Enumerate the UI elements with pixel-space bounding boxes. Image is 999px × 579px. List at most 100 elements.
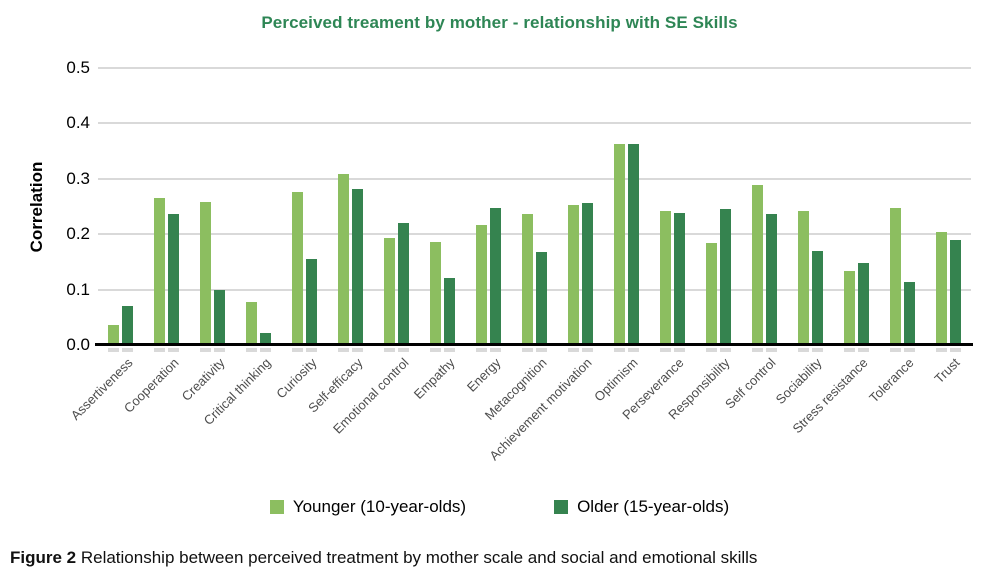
- x-axis-tick: [200, 348, 212, 352]
- x-axis-tick: [567, 348, 579, 352]
- x-axis-tick: [444, 348, 456, 352]
- bar-younger-tolerance: [889, 208, 901, 345]
- bar-older-perseverance: [673, 213, 685, 345]
- x-axis-tick: [122, 348, 134, 352]
- x-axis-tick: [214, 348, 226, 352]
- figure-caption-label: Figure 2: [10, 548, 77, 567]
- x-axis-tick: [889, 348, 901, 352]
- y-tick-label: 0.4: [66, 113, 90, 133]
- x-axis-tick: [613, 348, 625, 352]
- bar-younger-assertiveness: [108, 325, 120, 345]
- bar-older-metacognition: [536, 252, 547, 345]
- bar-older-sociability: [811, 251, 823, 345]
- x-axis-tick: [260, 348, 272, 352]
- x-axis-line: [95, 343, 973, 346]
- gridline: [98, 122, 971, 125]
- legend-label-younger: Younger (10-year-olds): [292, 497, 467, 516]
- x-axis-tick: [857, 348, 869, 352]
- x-axis-tick: [811, 348, 823, 352]
- x-axis-tick: [705, 348, 717, 352]
- bar-older-cooperation: [168, 214, 180, 345]
- x-axis-tick: [246, 348, 258, 352]
- bar-older-assertiveness: [122, 306, 134, 345]
- x-axis-tick: [522, 348, 533, 352]
- gridline: [98, 67, 971, 69]
- y-axis-title: Correlation: [27, 161, 46, 253]
- bar-younger-cooperation: [154, 198, 166, 345]
- bar-older-creativity: [214, 290, 226, 345]
- x-axis-tick: [338, 348, 350, 352]
- legend-swatch-younger-icon: [269, 500, 284, 514]
- x-axis-tick: [935, 348, 947, 352]
- figure-caption: Figure 2 Relationship between perceived …: [10, 548, 757, 568]
- y-tick-label: 0.1: [66, 279, 90, 299]
- bar-younger-curiosity: [292, 192, 304, 345]
- bar-older-curiosity: [306, 259, 318, 345]
- bar-older-emotional-control: [398, 223, 410, 345]
- x-axis-tick: [797, 348, 809, 352]
- bar-older-achievement-motivation: [581, 203, 593, 345]
- bar-older-self-control: [765, 214, 777, 345]
- bar-older-stress-resistance: [857, 263, 869, 345]
- bar-younger-energy: [476, 225, 488, 345]
- bar-younger-emotional-control: [384, 238, 396, 345]
- x-axis-tick: [765, 348, 777, 352]
- x-axis-tick: [384, 348, 396, 352]
- x-axis-tick: [903, 348, 915, 352]
- x-axis-tick: [490, 348, 502, 352]
- legend: Younger (10-year-olds) Older (15-year-ol…: [0, 497, 999, 517]
- bar-younger-self-control: [751, 185, 763, 345]
- x-axis-tick: [430, 348, 442, 352]
- bar-older-energy: [490, 208, 502, 345]
- x-axis-tick: [719, 348, 731, 352]
- bar-younger-empathy: [430, 242, 442, 345]
- x-axis-tick: [949, 348, 961, 352]
- y-tick-label: 0.3: [66, 168, 90, 188]
- x-axis-tick: [581, 348, 593, 352]
- y-tick-label: 0.5: [66, 58, 90, 77]
- bar-older-critical-thinking: [260, 333, 272, 345]
- bar-older-empathy: [444, 278, 456, 345]
- bar-older-optimism: [627, 144, 639, 345]
- x-axis-tick: [843, 348, 855, 352]
- x-axis-tick: [627, 348, 639, 352]
- bar-younger-metacognition: [522, 214, 533, 345]
- x-axis-tick: [306, 348, 318, 352]
- bar-older-tolerance: [903, 282, 915, 345]
- bar-younger-creativity: [200, 202, 212, 345]
- bar-older-responsibility: [719, 209, 731, 345]
- x-axis-tick: [476, 348, 488, 352]
- gridline: [98, 233, 971, 236]
- x-axis-tick: [154, 348, 166, 352]
- chart-title: Perceived treament by mother - relations…: [261, 13, 738, 32]
- gridline: [98, 288, 971, 291]
- bar-older-self-efficacy: [352, 189, 364, 345]
- legend-item-younger: Younger (10-year-olds): [269, 497, 467, 517]
- bar-younger-trust: [935, 232, 947, 345]
- x-axis-tick: [168, 348, 180, 352]
- x-axis-tick: [292, 348, 304, 352]
- legend-item-older: Older (15-year-olds): [554, 497, 729, 517]
- y-tick-label: 0.0: [66, 335, 90, 354]
- bar-younger-sociability: [797, 211, 809, 345]
- bar-younger-perseverance: [659, 211, 671, 345]
- bar-younger-stress-resistance: [843, 271, 855, 345]
- bar-younger-self-efficacy: [338, 174, 350, 345]
- x-axis-tick: [659, 348, 671, 352]
- legend-swatch-older-icon: [554, 500, 569, 514]
- x-axis-tick: [673, 348, 685, 352]
- x-axis-tick: [398, 348, 410, 352]
- bar-younger-optimism: [613, 144, 625, 345]
- legend-label-older: Older (15-year-olds): [577, 497, 730, 516]
- x-axis-tick: [108, 348, 120, 352]
- gridline: [98, 177, 971, 180]
- bar-younger-responsibility: [705, 243, 717, 345]
- y-tick-label: 0.2: [66, 224, 90, 244]
- x-axis-tick: [536, 348, 547, 352]
- bar-younger-critical-thinking: [246, 302, 258, 345]
- plot-area: [98, 68, 971, 352]
- x-axis-tick: [751, 348, 763, 352]
- bar-older-trust: [949, 240, 961, 345]
- figure-caption-text: Relationship between perceived treatment…: [76, 548, 758, 567]
